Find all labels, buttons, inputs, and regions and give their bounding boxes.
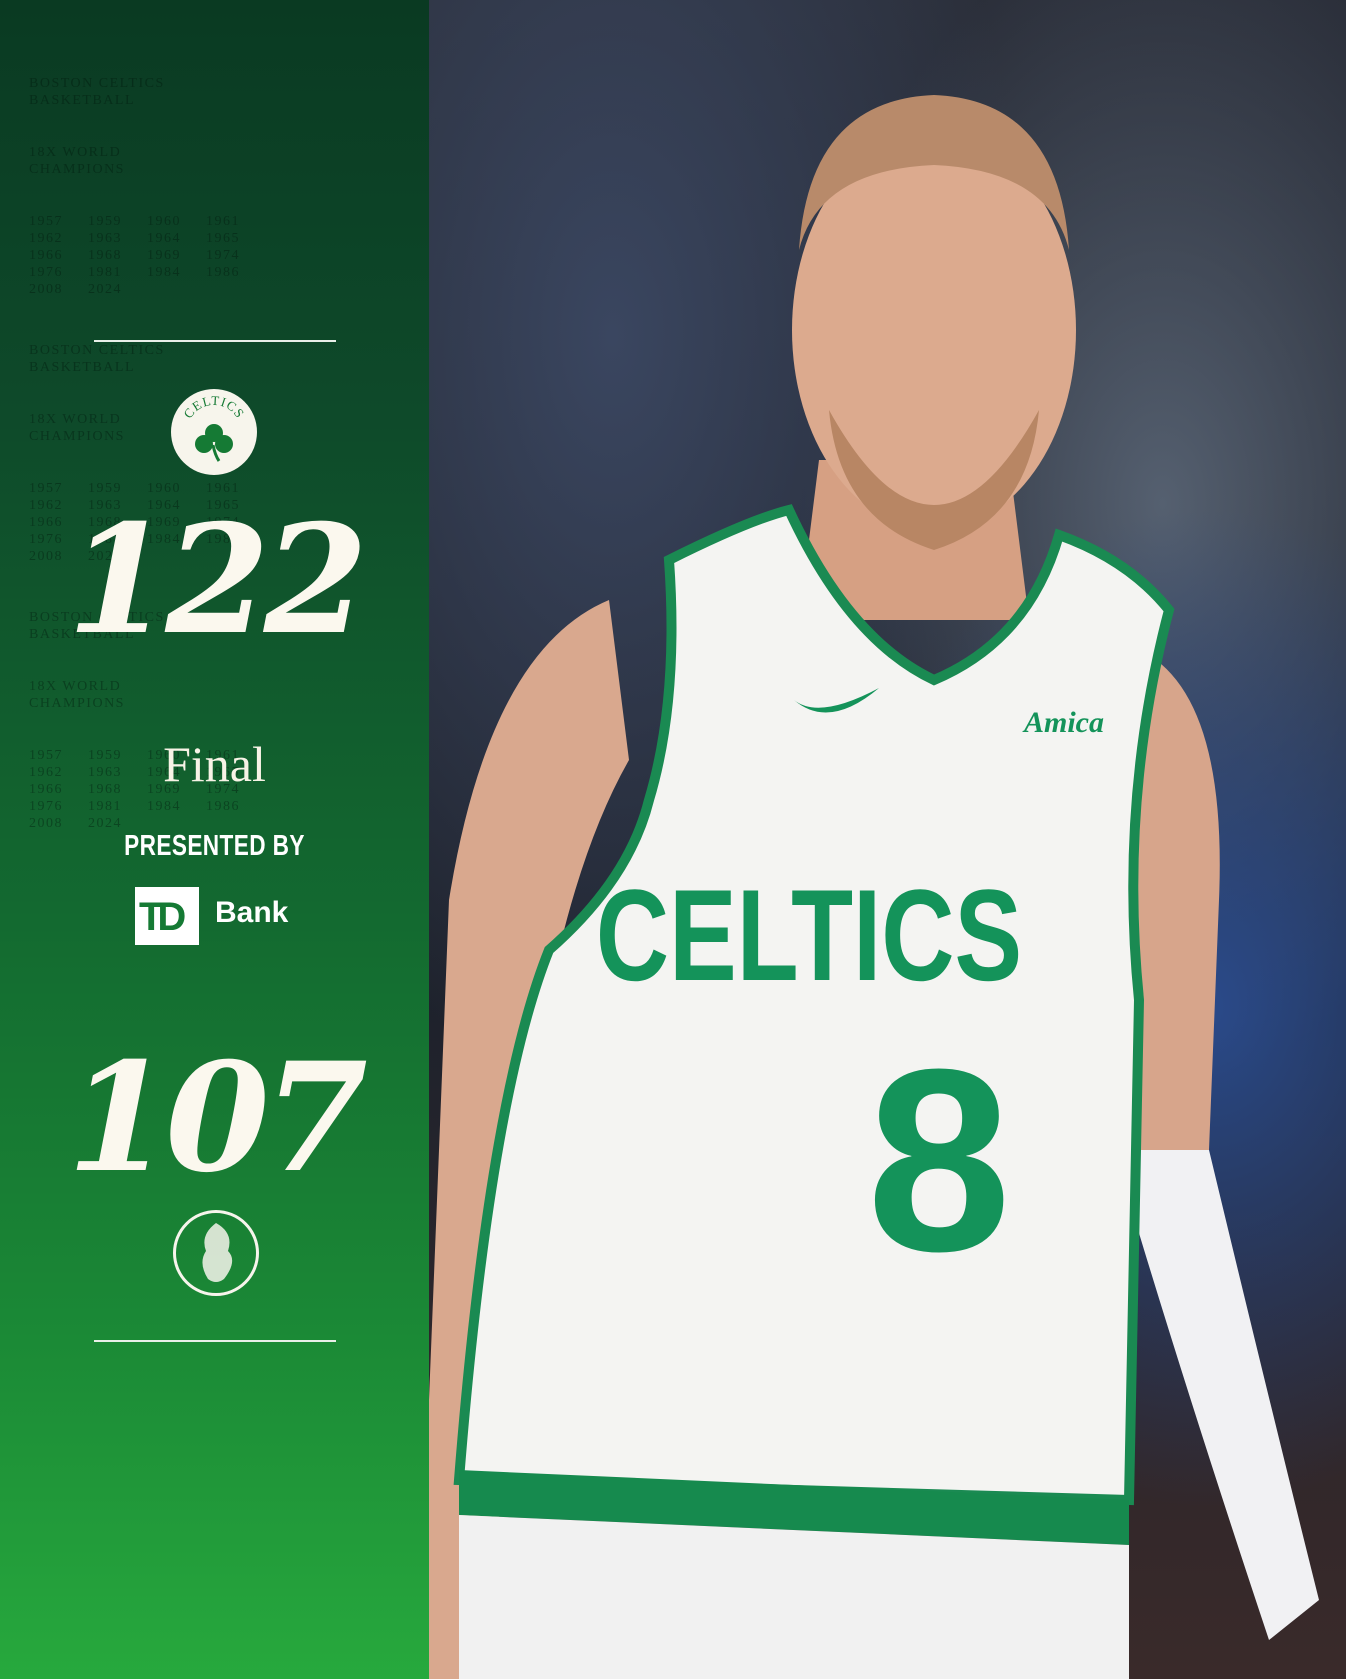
championship-year: 1968 bbox=[88, 515, 122, 530]
background-heading: Basketball bbox=[29, 360, 135, 375]
championship-year: 2024 bbox=[88, 816, 122, 831]
background-text-block: Boston Celtics Basketball 18x World Champio… bbox=[29, 609, 265, 832]
championship-year: 1959 bbox=[88, 748, 122, 763]
championship-year: 2024 bbox=[88, 282, 122, 297]
championship-year: 1965 bbox=[206, 498, 240, 513]
td-logo-icon: TD bbox=[135, 887, 199, 945]
championship-year: 1961 bbox=[206, 214, 240, 229]
championship-year: 1964 bbox=[147, 498, 181, 513]
background-heading: Boston Celtics bbox=[29, 76, 165, 91]
jersey-number: 8 bbox=[867, 1016, 1012, 1306]
championship-year: 1964 bbox=[147, 231, 181, 246]
championship-year: 1965 bbox=[206, 231, 240, 246]
championship-year: 1981 bbox=[88, 532, 122, 547]
score-panel: Boston Celtics Basketball 18x World Champio… bbox=[0, 0, 429, 1679]
championship-year: 2024 bbox=[88, 549, 122, 564]
championship-year: 1959 bbox=[88, 214, 122, 229]
championship-year: 1962 bbox=[29, 498, 63, 513]
championship-year: 1986 bbox=[206, 532, 240, 547]
championship-year: 1964 bbox=[147, 765, 181, 780]
championship-year: 1966 bbox=[29, 248, 63, 263]
sponsor-name: Bank bbox=[215, 896, 289, 929]
player-photo: CELTICS 8 Amica bbox=[429, 0, 1346, 1679]
championship-year: 1968 bbox=[88, 248, 122, 263]
background-subheading: Champions bbox=[29, 162, 125, 177]
championship-year: 1960 bbox=[147, 214, 181, 229]
jersey-patch: Amica bbox=[1022, 706, 1104, 739]
game-status: Final bbox=[163, 736, 266, 792]
background-subheading: 18x World bbox=[29, 145, 122, 160]
championship-year: 1966 bbox=[29, 515, 63, 530]
background-subheading: Champions bbox=[29, 429, 125, 444]
divider-bottom bbox=[94, 1340, 336, 1342]
championship-year: 1981 bbox=[88, 265, 122, 280]
championship-year: 1981 bbox=[88, 799, 122, 814]
background-heading: Basketball bbox=[29, 627, 135, 642]
championship-year: 1962 bbox=[29, 765, 63, 780]
background-text-block: Boston Celtics Basketball 18x World Champio… bbox=[29, 342, 265, 565]
championship-year: 1957 bbox=[29, 214, 63, 229]
jersey-text: CELTICS bbox=[596, 862, 1022, 1008]
championship-year: 1969 bbox=[147, 248, 181, 263]
championship-year: 1969 bbox=[147, 782, 181, 797]
championship-year: 1961 bbox=[206, 748, 240, 763]
championship-year: 1974 bbox=[206, 782, 240, 797]
championship-year: 1976 bbox=[29, 265, 63, 280]
mavericks-logo-icon bbox=[173, 1210, 259, 1296]
championship-year: 1976 bbox=[29, 799, 63, 814]
championship-year: 1984 bbox=[147, 265, 181, 280]
presented-by-label: PRESENTED BY bbox=[124, 830, 305, 862]
nike-swoosh-icon bbox=[794, 688, 879, 713]
championship-year: 1986 bbox=[206, 799, 240, 814]
championship-year: 1969 bbox=[147, 515, 181, 530]
championship-year: 1957 bbox=[29, 748, 63, 763]
background-text-block: Boston Celtics Basketball 18x World Champio… bbox=[29, 75, 265, 298]
home-score: 122 bbox=[66, 492, 368, 668]
championship-year: 1968 bbox=[88, 782, 122, 797]
championship-year: 1984 bbox=[147, 799, 181, 814]
championship-year: 1962 bbox=[29, 231, 63, 246]
background-heading: Boston Celtics bbox=[29, 343, 165, 358]
championship-year: 1965 bbox=[206, 765, 240, 780]
championship-year: 1963 bbox=[88, 231, 122, 246]
championship-year: 2008 bbox=[29, 549, 63, 564]
championship-year: 2008 bbox=[29, 282, 63, 297]
away-score: 107 bbox=[66, 1030, 368, 1206]
championship-year: 1961 bbox=[206, 481, 240, 496]
svg-text:CELTICS: CELTICS bbox=[180, 393, 248, 421]
championship-year: 1960 bbox=[147, 481, 181, 496]
championship-year: 1963 bbox=[88, 765, 122, 780]
championship-year: 1986 bbox=[206, 265, 240, 280]
championship-year: 1957 bbox=[29, 481, 63, 496]
championship-year: 1963 bbox=[88, 498, 122, 513]
background-subheading: 18x World bbox=[29, 412, 122, 427]
championship-year: 1959 bbox=[88, 481, 122, 496]
championship-year: 1974 bbox=[206, 248, 240, 263]
championship-year: 1976 bbox=[29, 532, 63, 547]
celtics-logo-icon: CELTICS bbox=[171, 389, 257, 475]
background-subheading: Champions bbox=[29, 696, 125, 711]
background-heading: Basketball bbox=[29, 93, 135, 108]
championship-year: 1960 bbox=[147, 748, 181, 763]
championship-year: 1966 bbox=[29, 782, 63, 797]
championship-year: 1974 bbox=[206, 515, 240, 530]
championship-year: 2008 bbox=[29, 816, 63, 831]
background-heading: Boston Celtics bbox=[29, 610, 165, 625]
divider-top bbox=[94, 340, 336, 342]
championship-year: 1984 bbox=[147, 532, 181, 547]
background-subheading: 18x World bbox=[29, 679, 122, 694]
